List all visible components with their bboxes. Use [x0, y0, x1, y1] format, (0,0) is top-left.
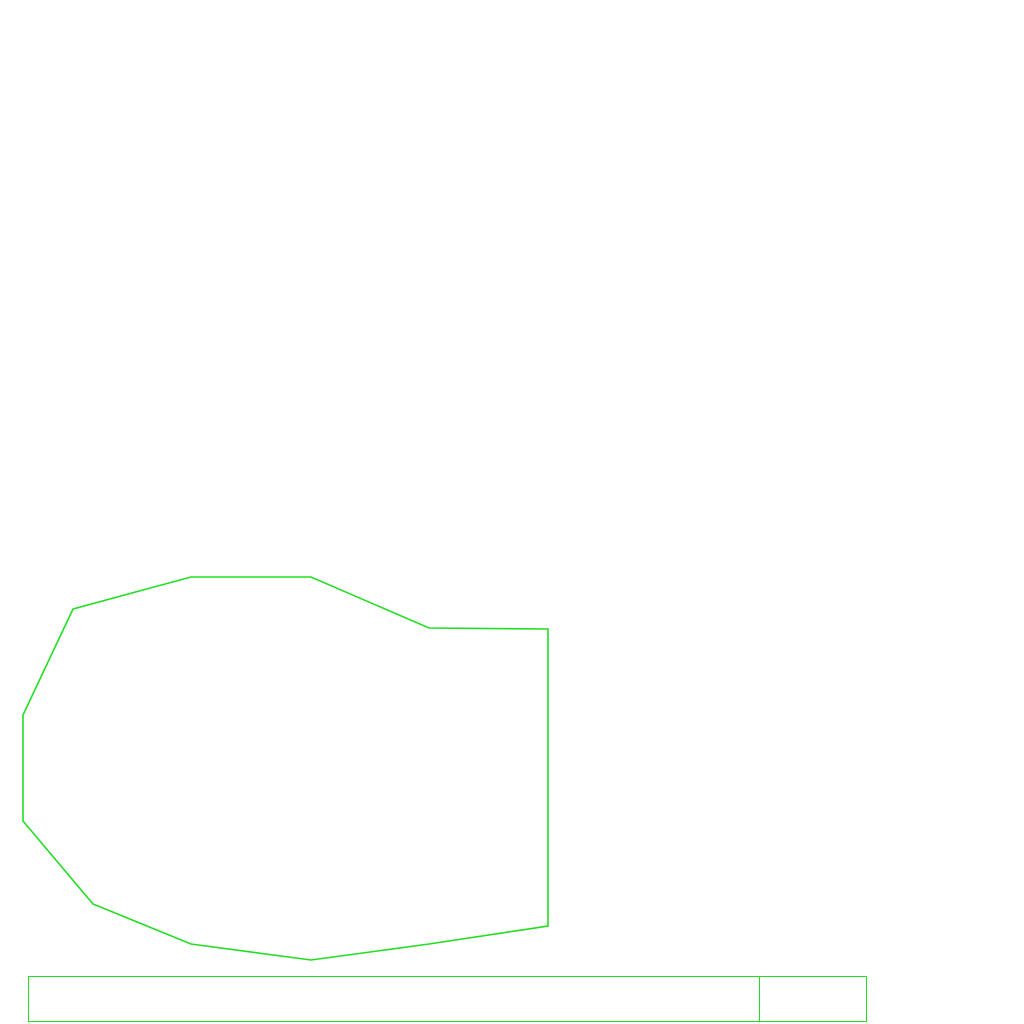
polygon-outline	[22, 576, 549, 961]
rectangle-bar	[28, 976, 867, 1022]
